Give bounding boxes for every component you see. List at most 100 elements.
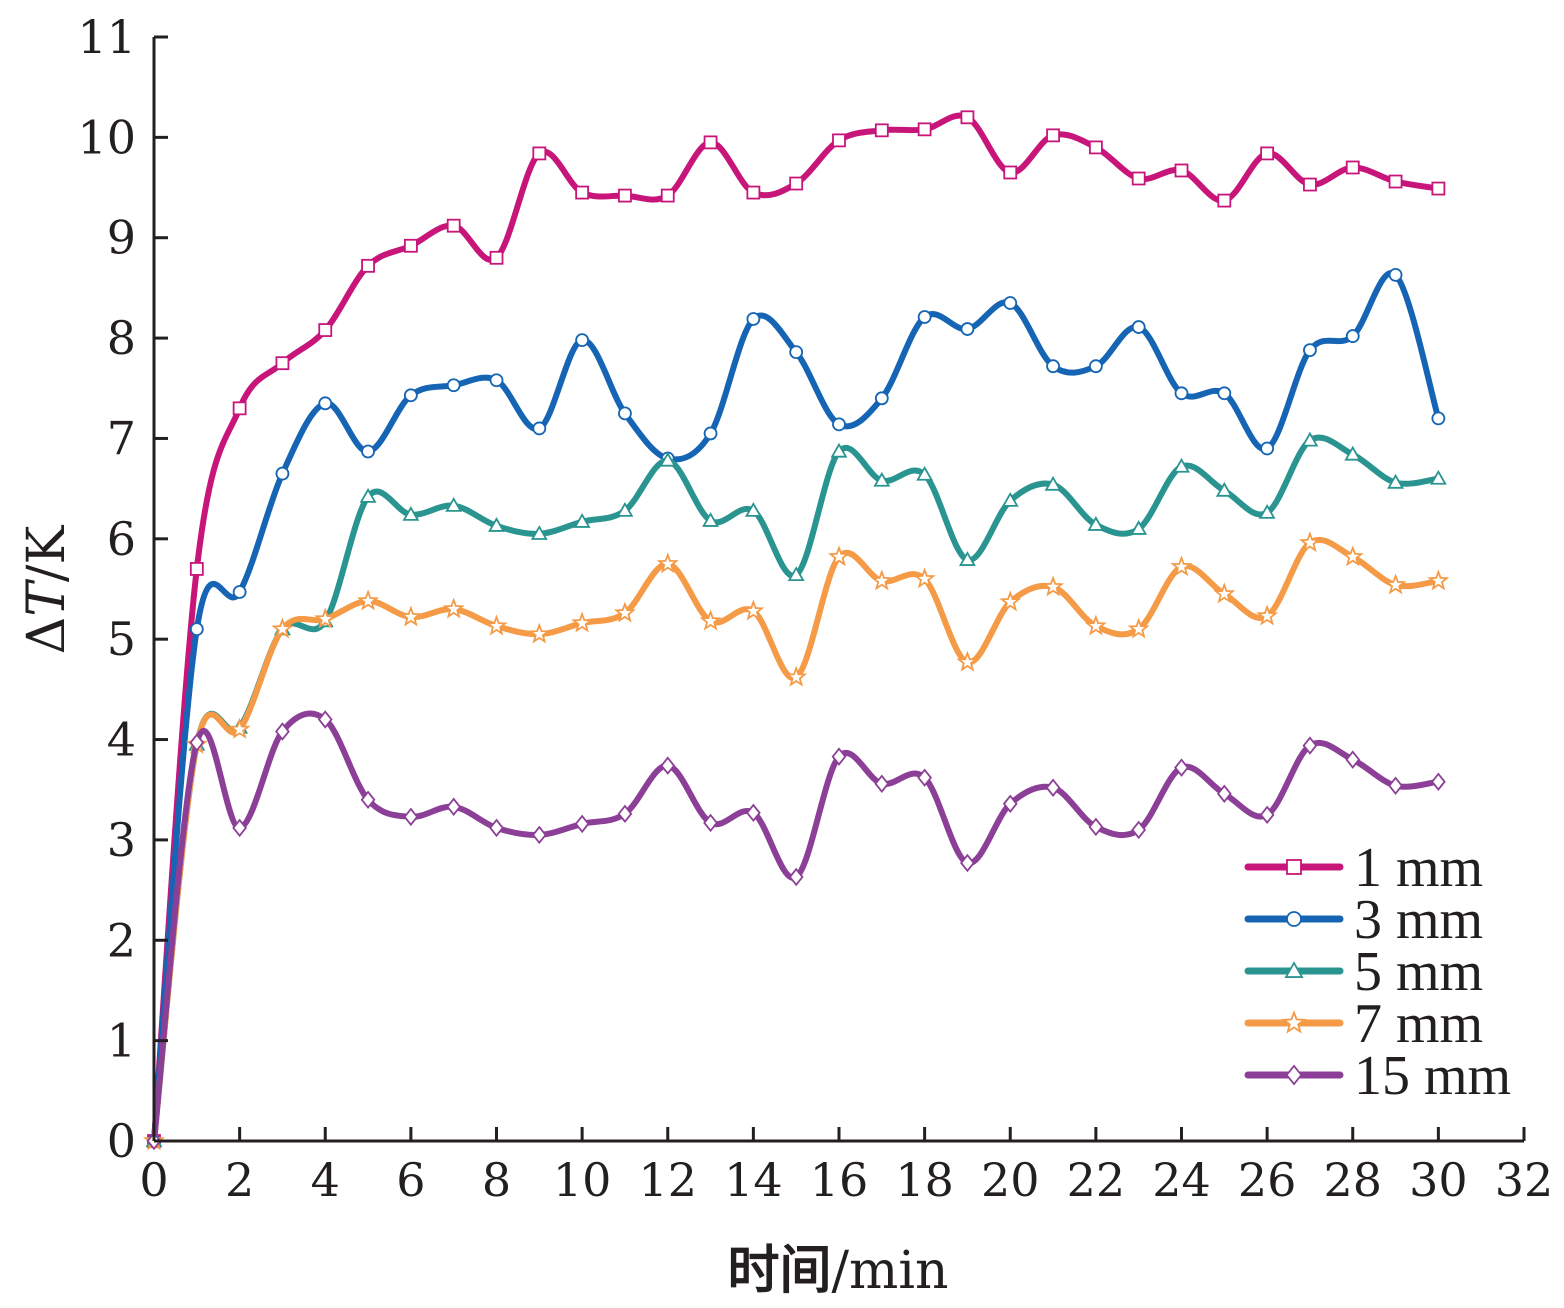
- data-point-star: [1042, 575, 1064, 597]
- series-line: [151, 269, 1442, 1144]
- data-point-star: [956, 650, 979, 672]
- legend-item: 3 mm: [1244, 889, 1483, 951]
- x-tick-label: 18: [895, 1153, 954, 1207]
- data-point-diamond: [1285, 1064, 1303, 1086]
- data-point-circle: [532, 421, 547, 436]
- data-point-diamond: [189, 733, 205, 752]
- data-point-diamond: [1002, 794, 1018, 814]
- series-7-mm: [142, 531, 1450, 1151]
- x-ticks-group: 0 2 4 6 8 10 12 14 16 18 20 22 24 26 28 30 32: [139, 1127, 1553, 1207]
- series-5-mm: [145, 431, 1447, 1148]
- data-point-triangle: [916, 465, 934, 481]
- data-point-square: [1303, 177, 1317, 192]
- y-tick-label: 3: [107, 813, 136, 867]
- x-tick-label: 0: [139, 1153, 168, 1207]
- data-point-circle: [1286, 911, 1302, 927]
- data-point-circle: [489, 373, 504, 388]
- legend-item: 1 mm: [1244, 837, 1483, 899]
- legend-item: 15 mm: [1244, 1045, 1511, 1107]
- data-point-star: [1213, 582, 1236, 604]
- data-point-triangle: [958, 551, 976, 566]
- y-tick-label: 11: [77, 10, 136, 64]
- x-tick-label: 2: [225, 1153, 254, 1207]
- data-point-star: [357, 589, 380, 611]
- y-ticks-group: 0 1 2 3 4 5 6 7 8 9 10 11: [77, 10, 168, 1168]
- data-point-diamond: [1174, 758, 1189, 777]
- data-point-circle: [446, 378, 461, 393]
- data-point-triangle: [1284, 961, 1304, 978]
- legend-item: 7 mm: [1244, 993, 1483, 1055]
- data-point-diamond: [745, 803, 761, 823]
- data-point-triangle: [702, 512, 720, 527]
- data-point-star: [913, 567, 936, 589]
- data-point-square: [1431, 181, 1446, 196]
- data-point-diamond: [874, 774, 890, 793]
- x-tick-label: 32: [1495, 1153, 1554, 1207]
- data-point-square: [361, 258, 375, 273]
- data-point-circle: [189, 622, 204, 637]
- data-point-square: [275, 356, 290, 371]
- data-point-square: [1088, 140, 1103, 155]
- data-point-circle: [575, 333, 590, 347]
- x-tick-label: 4: [311, 1153, 340, 1207]
- axes-group: [152, 37, 1524, 1143]
- data-point-circle: [1174, 386, 1189, 401]
- data-point-star: [827, 545, 851, 567]
- data-point-star: [785, 665, 808, 687]
- data-point-square: [403, 238, 418, 253]
- data-point-square: [1260, 146, 1275, 161]
- data-point-star: [1281, 1009, 1307, 1034]
- data-point-square: [232, 401, 247, 416]
- data-point-square: [318, 323, 333, 337]
- data-point-diamond: [574, 814, 590, 834]
- data-point-circle: [874, 391, 889, 406]
- data-point-star: [1127, 617, 1150, 639]
- data-point-triangle: [1173, 457, 1190, 473]
- y-axis-title-var: T: [17, 579, 77, 617]
- x-tick-label: 20: [981, 1153, 1040, 1207]
- data-point-square: [618, 188, 632, 203]
- x-tick-label: 6: [396, 1153, 425, 1207]
- data-point-square: [1131, 171, 1146, 186]
- legend-label: 15 mm: [1354, 1045, 1511, 1107]
- data-point-diamond: [917, 768, 933, 787]
- data-point-star: [528, 622, 551, 644]
- data-point-diamond: [788, 867, 804, 887]
- data-point-triangle: [1387, 473, 1405, 489]
- data-point-triangle: [530, 525, 548, 540]
- data-point-circle: [832, 417, 846, 432]
- data-point-circle: [746, 312, 761, 326]
- data-point-triangle: [1130, 520, 1148, 535]
- data-point-triangle: [573, 513, 591, 528]
- data-point-diamond: [232, 818, 248, 838]
- data-point-triangle: [787, 566, 805, 582]
- x-tick-label: 24: [1152, 1153, 1211, 1207]
- data-point-square: [446, 218, 461, 233]
- data-point-star: [656, 552, 679, 574]
- data-point-star: [1256, 604, 1279, 626]
- data-point-triangle: [1301, 431, 1319, 447]
- series-line: [151, 536, 1442, 1144]
- x-tick-label: 12: [638, 1153, 697, 1207]
- data-point-triangle: [1344, 445, 1362, 461]
- data-point-circle: [1431, 411, 1446, 426]
- data-point-circle: [703, 426, 718, 441]
- data-point-triangle: [445, 496, 463, 512]
- legend-label: 7 mm: [1354, 993, 1483, 1055]
- data-point-square: [532, 146, 547, 161]
- data-point-diamond: [1131, 820, 1147, 840]
- data-point-star: [1384, 573, 1407, 595]
- data-point-square: [1003, 165, 1018, 180]
- data-point-diamond: [403, 807, 419, 827]
- data-point-circle: [1388, 267, 1403, 282]
- data-point-triangle: [1001, 491, 1019, 507]
- data-point-circle: [789, 345, 804, 360]
- y-tick-label: 8: [107, 311, 136, 365]
- data-point-diamond: [1302, 736, 1318, 755]
- data-point-star: [314, 607, 337, 629]
- y-axis-title-delta: Δ: [17, 617, 77, 655]
- y-tick-label: 7: [107, 411, 136, 465]
- data-point-triangle: [744, 502, 762, 517]
- data-point-square: [1046, 128, 1060, 143]
